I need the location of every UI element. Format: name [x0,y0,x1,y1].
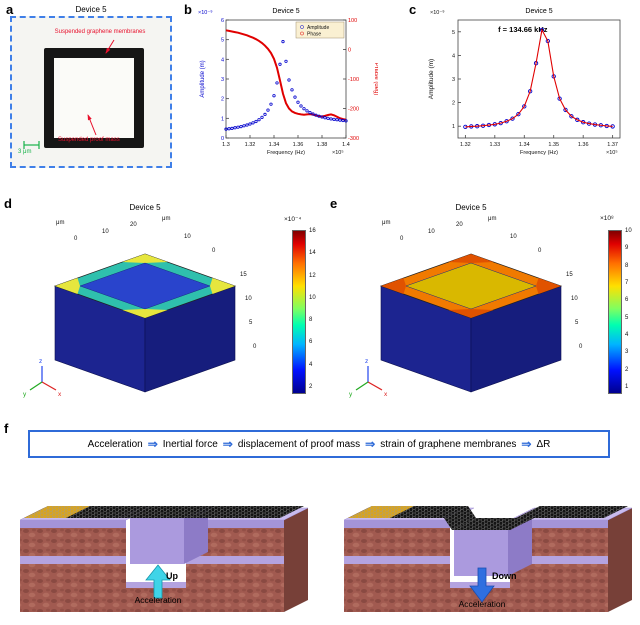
colorbar-tick-label: 1 [625,384,629,390]
xyz-triad-icon [355,366,383,391]
proof-mass-note: Suspended proof mass [58,137,120,143]
axis-tick-label: 10 [428,229,435,235]
device-down-svg [343,506,633,612]
axis-tick-label: 10 [184,234,191,240]
svg-text:x: x [58,391,62,398]
colorbar-tick-label: 5 [625,314,629,321]
axis-tick-label: μm [162,216,171,222]
colorbar-tick-label: 10 [625,228,632,234]
panel-a-title: Device 5 [75,5,107,14]
axis-tick-label: 0 [538,248,542,254]
colorbar-tick-label: 3 [625,349,629,356]
svg-text:z: z [365,358,368,365]
colorbar-tick-label: 8 [309,317,313,324]
flow-step: strain of graphene membranes [380,438,517,450]
axis-tick-label: 10 [571,296,578,302]
membrane-arrow-icon [105,39,115,54]
axis-tick-label: 20 [130,222,137,228]
annotation-arrows [23,39,115,149]
axis-tick-label: 10 [245,296,252,302]
amplitude-phase-chart [196,4,378,168]
down-label: Down [492,571,517,581]
panel-d-label: d [4,196,12,211]
colorbar-d: 16 14 12 10 8 6 4 2 [292,228,326,398]
panel-a-micrograph: Suspended graphene membranes Suspended p… [10,16,172,168]
colorbar-tick-label: 16 [309,228,316,234]
up-label: Up [166,571,178,581]
axis-tick-label: 5 [249,320,253,326]
panel-e-label: e [330,196,338,211]
flow-arrow-icon: ⇒ [147,437,158,451]
up-acceleration-label: Acceleration [134,595,182,605]
scale-bar-icon [23,141,40,149]
membrane-note: Suspended graphene membranes [54,29,146,35]
flow-step: Acceleration [87,438,143,450]
panel-b-label: b [184,2,192,17]
axis-tick-label: 15 [566,272,573,278]
svg-text:y: y [349,391,353,398]
colorbar-tick-label: 6 [309,339,313,346]
panel-d-title: Device 5 [129,203,161,212]
colorbar-tick-label: 9 [625,245,629,252]
axis-tick-label: 0 [253,344,257,350]
colorbar-tick-label: 14 [309,250,316,257]
colorbar-tick-label: 6 [625,297,629,304]
proof-mass-arrow-icon [87,114,97,136]
up-arrow-icon [145,564,171,599]
colorbar-tick-label: 2 [625,366,629,373]
axis-tick-label: μm [382,220,391,226]
sim-plot-d: z x y μm μm 0 10 20 10 0 15 10 5 0 [20,214,280,406]
flow-arrow-icon: ⇒ [521,437,532,451]
sim-plot-e: z x y μm μm 0 10 20 10 0 15 10 5 0 [346,214,606,406]
resonance-fit-chart [424,4,630,168]
device-up-illustration: Up Acceleration [8,468,310,620]
colorbar-gradient [608,230,622,394]
colorbar-e-multiplier: ×10⁸ [600,215,614,222]
mechanism-flow: Acceleration ⇒ Inertial force ⇒ displacement… [28,430,610,458]
flow-step: Inertial force [162,438,218,450]
svg-text:x: x [384,391,388,398]
axis-tick-label: 20 [456,222,463,228]
xyz-triad-icon [29,366,57,391]
svg-text:y: y [23,391,27,398]
sim-cube-e: z x y [349,253,563,398]
axis-tick-label: μm [488,216,497,222]
flow-arrow-icon: ⇒ [222,437,233,451]
colorbar-tick-label: 10 [309,294,316,301]
axis-tick-label: 5 [575,320,579,326]
colorbar-gradient [292,230,306,394]
scale-bar-label: 3 μm [18,149,32,155]
device-up-svg [19,506,309,612]
colorbar-tick-label: 2 [309,384,313,390]
axis-tick-label: 0 [212,248,216,254]
axis-tick-label: 0 [579,344,583,350]
flow-step: displacement of proof mass [237,438,361,450]
axis-tick-label: 10 [510,234,517,240]
svg-text:z: z [39,358,42,365]
axis-tick-label: 15 [240,272,247,278]
colorbar-tick-label: 4 [625,332,629,338]
colorbar-tick-label: 7 [625,280,629,286]
colorbar-tick-label: 4 [309,361,313,368]
flow-arrow-icon: ⇒ [365,437,376,451]
colorbar-d-multiplier: ×10⁻⁴ [284,216,302,223]
colorbar-tick-label: 12 [309,272,316,279]
panel-e-title: Device 5 [455,203,487,212]
axis-tick-label: 0 [400,236,404,242]
panel-f-label: f [4,421,9,436]
panel-c-label: c [409,2,417,17]
panel-a-label: a [6,2,14,17]
axis-tick-label: 10 [102,229,109,235]
sim-cube-d: z x y [23,253,237,398]
device-down-illustration: Down Acceleration [332,468,634,620]
flow-step: ΔR [536,438,551,450]
axis-tick-label: 0 [74,236,78,242]
colorbar-tick-label: 8 [625,262,629,269]
down-acceleration-label: Acceleration [458,599,506,609]
down-arrow-icon [469,567,495,603]
axis-tick-label: μm [56,220,65,226]
colorbar-e: 10 9 8 7 6 5 4 3 2 1 [608,228,638,398]
